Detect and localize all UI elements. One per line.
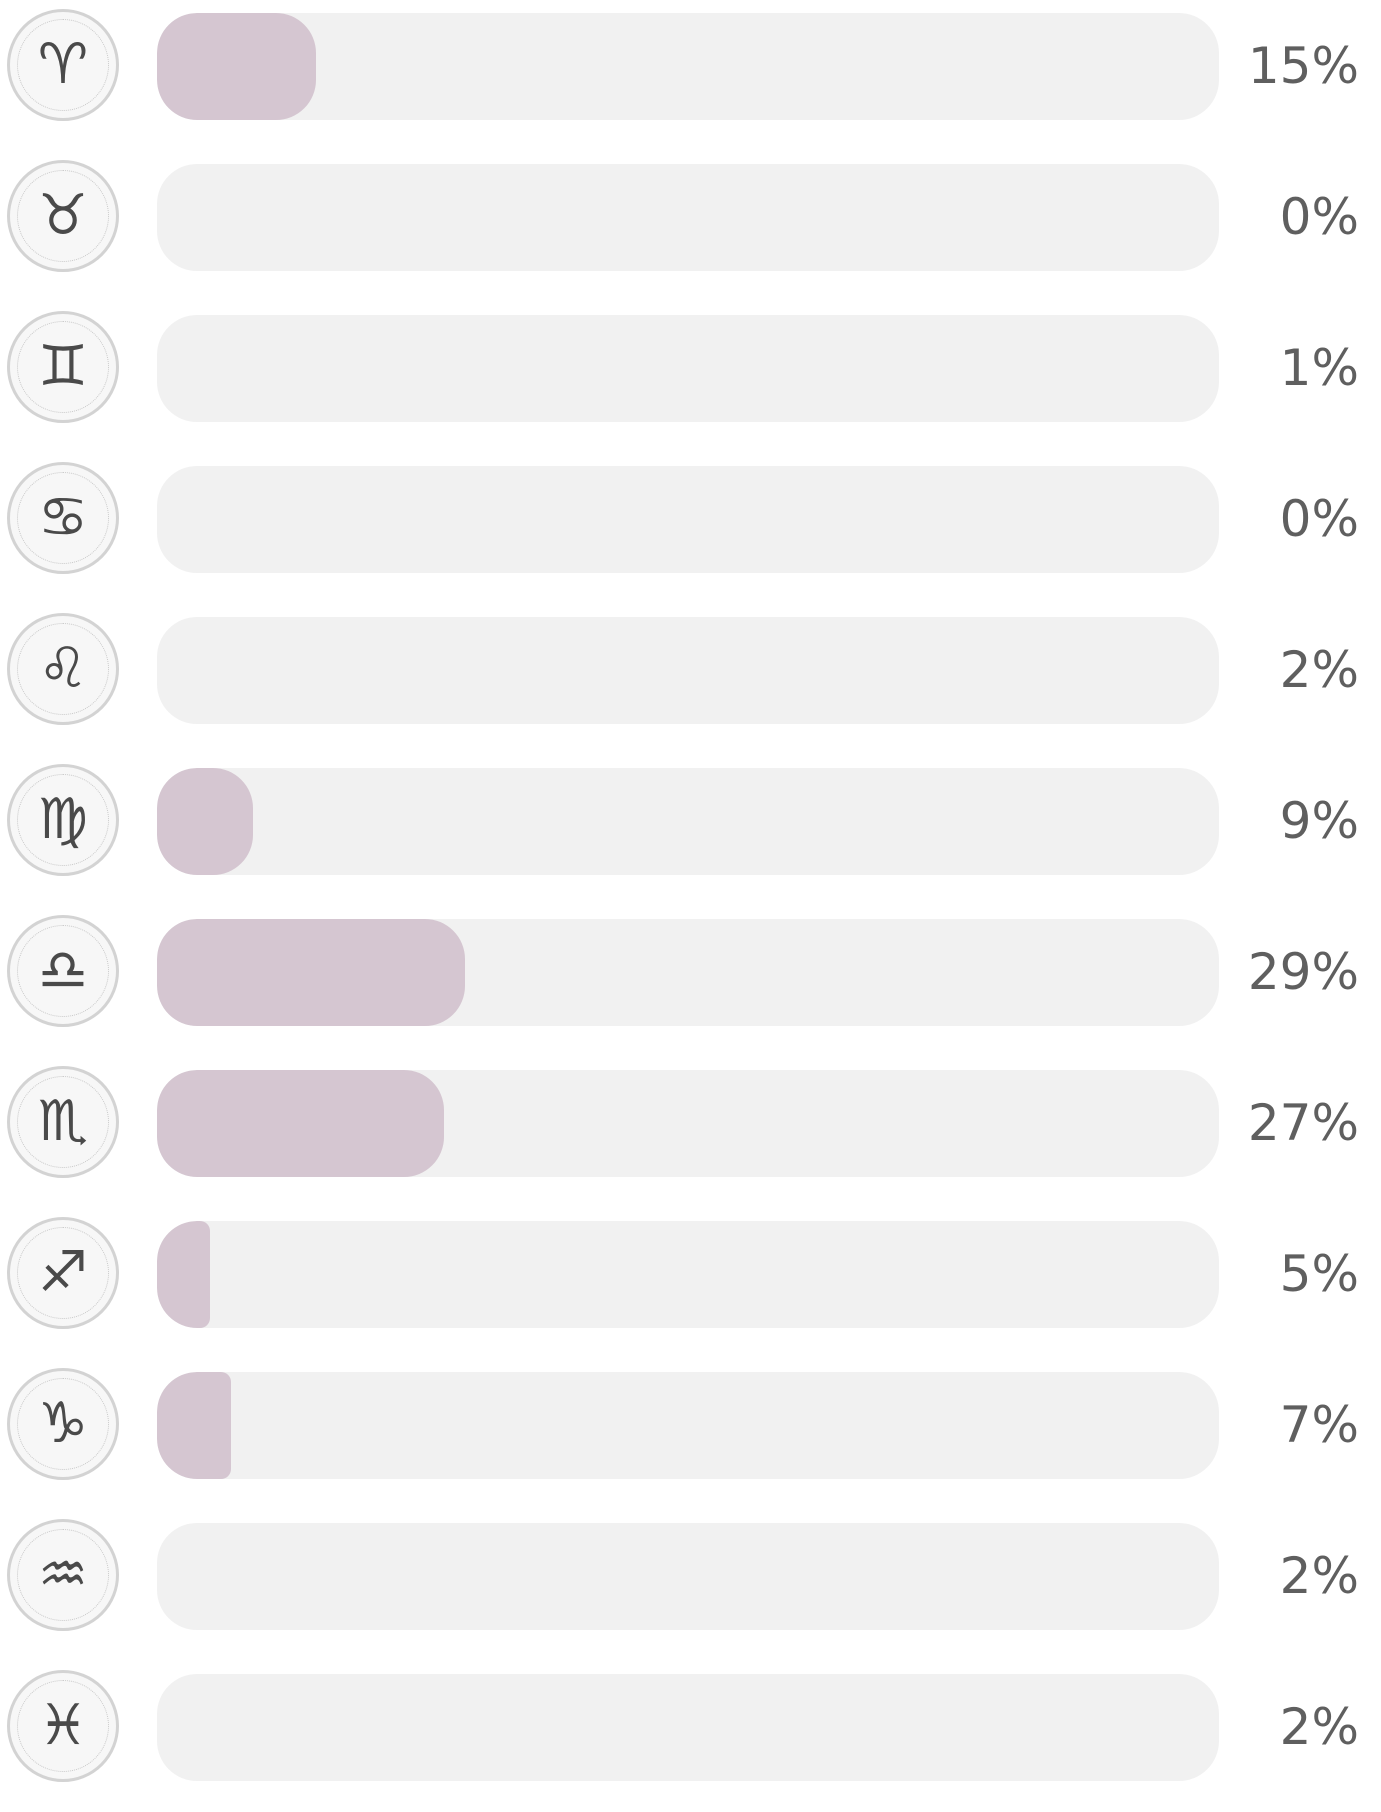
pisces-icon-glyph: ♓ — [37, 1693, 89, 1758]
sagittarius-icon: ♐ — [7, 1217, 119, 1329]
gemini-icon: ♊ — [7, 311, 119, 423]
bar-track — [157, 919, 1219, 1026]
leo-icon-glyph: ♌ — [37, 636, 89, 701]
bar-track — [157, 315, 1219, 422]
capricorn-icon-glyph: ♑ — [37, 1391, 89, 1456]
libra-icon: ♎ — [7, 915, 119, 1027]
value-label: 1% — [1279, 339, 1359, 397]
aries-icon: ♈ — [7, 9, 119, 121]
bar-row-capricorn: ♑ 7% — [0, 1359, 1381, 1510]
bar-fill-scorpio — [157, 1070, 444, 1177]
scorpio-icon-glyph: ♏ — [37, 1089, 89, 1154]
virgo-icon: ♍ — [7, 764, 119, 876]
cancer-icon-glyph: ♋ — [37, 485, 89, 550]
pisces-icon: ♓ — [7, 1670, 119, 1782]
value-label: 27% — [1247, 1094, 1359, 1152]
scorpio-icon: ♏ — [7, 1066, 119, 1178]
bar-row-gemini: ♊ 1% — [0, 302, 1381, 453]
gemini-icon-glyph: ♊ — [37, 334, 89, 399]
value-label: 9% — [1279, 792, 1359, 850]
aquarius-icon-glyph: ♒ — [37, 1542, 89, 1607]
bar-row-scorpio: ♏ 27% — [0, 1057, 1381, 1208]
bar-track — [157, 1221, 1219, 1328]
value-label: 15% — [1247, 37, 1359, 95]
bar-row-sagittarius: ♐ 5% — [0, 1208, 1381, 1359]
virgo-icon-glyph: ♍ — [37, 787, 89, 852]
value-label: 29% — [1247, 943, 1359, 1001]
leo-icon: ♌ — [7, 613, 119, 725]
sagittarius-icon-glyph: ♐ — [37, 1240, 89, 1305]
bar-track — [157, 164, 1219, 271]
bar-row-aries: ♈ 15% — [0, 0, 1381, 151]
taurus-icon-glyph: ♉ — [37, 183, 89, 248]
bar-fill-aries — [157, 13, 317, 120]
bar-track — [157, 1070, 1219, 1177]
cancer-icon: ♋ — [7, 462, 119, 574]
aries-icon-glyph: ♈ — [37, 32, 89, 97]
taurus-icon: ♉ — [7, 160, 119, 272]
bar-row-pisces: ♓ 2% — [0, 1661, 1381, 1812]
bar-track — [157, 466, 1219, 573]
bar-fill-capricorn — [157, 1372, 232, 1479]
bar-fill-libra — [157, 919, 465, 1026]
value-label: 0% — [1279, 188, 1359, 246]
libra-icon-glyph: ♎ — [37, 938, 89, 1003]
bar-track — [157, 768, 1219, 875]
bar-row-leo: ♌ 2% — [0, 604, 1381, 755]
capricorn-icon: ♑ — [7, 1368, 119, 1480]
value-label: 7% — [1279, 1396, 1359, 1454]
value-label: 0% — [1279, 490, 1359, 548]
value-label: 5% — [1279, 1245, 1359, 1303]
bar-row-virgo: ♍ 9% — [0, 755, 1381, 906]
bar-track — [157, 1523, 1219, 1630]
aquarius-icon: ♒ — [7, 1519, 119, 1631]
value-label: 2% — [1279, 641, 1359, 699]
bar-fill-virgo — [157, 768, 253, 875]
bar-track — [157, 1674, 1219, 1781]
bar-row-taurus: ♉ 0% — [0, 151, 1381, 302]
bar-row-aquarius: ♒ 2% — [0, 1510, 1381, 1661]
value-label: 2% — [1279, 1698, 1359, 1756]
bar-track — [157, 617, 1219, 724]
bar-fill-sagittarius — [157, 1221, 211, 1328]
bar-row-libra: ♎ 29% — [0, 906, 1381, 1057]
bar-track — [157, 1372, 1219, 1479]
value-label: 2% — [1279, 1547, 1359, 1605]
bar-track — [157, 13, 1219, 120]
bar-row-cancer: ♋ 0% — [0, 453, 1381, 604]
